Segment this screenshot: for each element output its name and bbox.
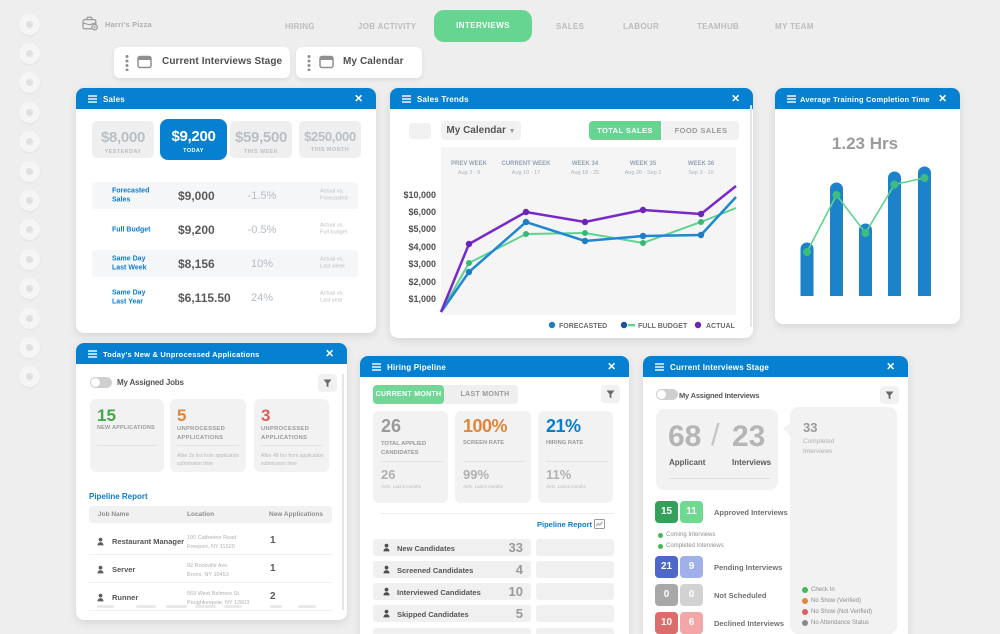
svg-text:FULL BUDGET: FULL BUDGET	[638, 323, 688, 330]
svg-text:$2,000: $2,000	[408, 277, 436, 287]
svg-text:$4,000: $4,000	[408, 242, 436, 252]
svg-text:WEEK 36: WEEK 36	[688, 161, 715, 167]
svg-text:$6,000: $6,000	[408, 207, 436, 217]
svg-text:Aug 26 - Sep 2: Aug 26 - Sep 2	[625, 170, 662, 176]
svg-text:PREV WEEK: PREV WEEK	[451, 161, 488, 167]
svg-text:$10,000: $10,000	[403, 190, 436, 200]
svg-text:WEEK 35: WEEK 35	[630, 161, 657, 167]
svg-text:CURRENT WEEK: CURRENT WEEK	[502, 161, 552, 167]
svg-text:Aug 18 - 25: Aug 18 - 25	[571, 170, 599, 176]
svg-text:$1,000: $1,000	[408, 294, 436, 304]
svg-text:$5,000: $5,000	[408, 224, 436, 234]
svg-text:Aug 10 - 17: Aug 10 - 17	[512, 170, 540, 176]
svg-text:Aug 3 - 9: Aug 3 - 9	[458, 170, 480, 176]
svg-text:WEEK 34: WEEK 34	[572, 161, 599, 167]
svg-text:Sep 3 - 10: Sep 3 - 10	[688, 170, 713, 176]
svg-text:FORECASTED: FORECASTED	[559, 323, 607, 330]
svg-text:ACTUAL: ACTUAL	[706, 323, 735, 330]
svg-text:$3,000: $3,000	[408, 259, 436, 269]
